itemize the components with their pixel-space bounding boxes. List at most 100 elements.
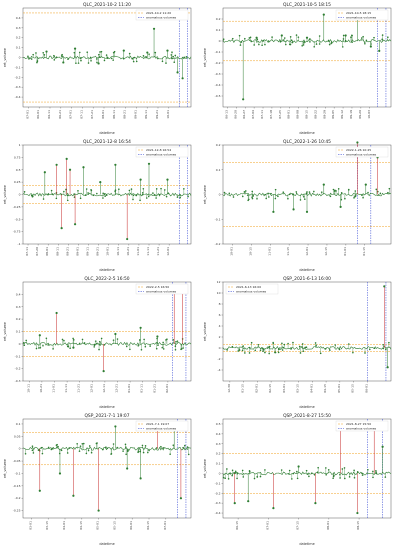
point xyxy=(86,51,89,54)
point xyxy=(261,44,263,47)
point xyxy=(183,56,185,59)
point xyxy=(103,59,106,62)
x-tick-label: 11-11 xyxy=(146,247,150,256)
point xyxy=(387,36,389,38)
point xyxy=(182,446,184,449)
chart-panel-8: QSP_2021-8-27 15:50 -0.4 -0.3 -0.2 -0.1 0 0.1 0… xyxy=(201,412,399,548)
point xyxy=(43,53,46,56)
point xyxy=(302,44,305,46)
point xyxy=(187,453,190,456)
point xyxy=(88,445,91,447)
point xyxy=(290,39,293,42)
point xyxy=(277,195,279,198)
point xyxy=(96,343,98,345)
x-tick-label: 08-08 xyxy=(296,110,300,119)
y-tick-label: -0.05 xyxy=(13,459,21,463)
point xyxy=(73,193,75,195)
point xyxy=(250,40,253,43)
point xyxy=(318,43,321,45)
point xyxy=(60,449,63,452)
point xyxy=(385,348,387,351)
point xyxy=(98,348,100,351)
x-tick-label: 08-11 xyxy=(112,110,116,119)
x-tick-label: 11-21 xyxy=(156,247,160,256)
point xyxy=(144,345,147,348)
x-tick-label: 01-01 xyxy=(127,384,131,393)
point xyxy=(301,346,303,348)
plot-area xyxy=(222,7,392,108)
x-tick-label: 10-11 xyxy=(116,247,120,256)
point xyxy=(93,343,96,346)
legend-label: 2022-2-5 16:50 xyxy=(146,285,169,289)
point xyxy=(367,468,369,471)
chart-svg-8: QSP_2021-8-27 15:50 -0.4 -0.3 -0.2 -0.1 0 0.1 0… xyxy=(203,413,392,546)
point xyxy=(149,345,151,347)
chart-svg-3: QLC_2021-12-8 16:54 -1 -0.75 -0.5 -0.25 0 0.25… xyxy=(3,139,192,272)
point xyxy=(132,60,135,63)
y-tick-label: -0.1 xyxy=(215,217,221,221)
x-tick-label: 11-01 xyxy=(136,247,140,256)
point xyxy=(223,191,226,194)
point xyxy=(241,195,244,198)
point xyxy=(66,452,69,454)
point xyxy=(362,35,364,38)
chart-svg-5: QLC_2022-2-5 16:50 -0.3 -0.2 -0.1 0 0.1 0.2 0.3… xyxy=(3,276,192,409)
point xyxy=(63,190,65,193)
x-tick-label: 09-12 xyxy=(340,110,344,119)
point xyxy=(165,62,167,64)
point xyxy=(55,56,58,58)
spike-point xyxy=(45,50,48,53)
y-axis-label: ret_volume xyxy=(3,48,7,67)
point xyxy=(61,338,64,341)
legend-label: anomalous volumes xyxy=(346,427,377,431)
point xyxy=(145,56,147,59)
x-tick-label: 10-21 xyxy=(126,247,130,256)
point xyxy=(243,191,246,193)
point xyxy=(277,351,280,354)
point xyxy=(309,38,311,40)
point xyxy=(372,476,374,479)
point xyxy=(347,343,350,345)
plot-area xyxy=(222,418,392,519)
spike-point xyxy=(322,183,325,186)
x-tick-label: 02-01 xyxy=(165,384,169,393)
spike-point xyxy=(114,332,117,336)
spike-point xyxy=(156,335,159,338)
plot-area xyxy=(222,281,392,382)
spike-point xyxy=(60,227,63,230)
point xyxy=(256,38,259,41)
point xyxy=(324,347,327,350)
x-tick-label: 02-15 xyxy=(268,384,272,393)
point xyxy=(99,51,101,53)
point xyxy=(45,337,48,340)
point xyxy=(291,41,294,44)
x-tick-label: 06-01 xyxy=(364,384,368,393)
point xyxy=(147,195,150,198)
x-tick-label: 07-01 xyxy=(163,521,167,530)
point xyxy=(338,348,341,351)
point xyxy=(167,192,170,195)
point xyxy=(373,347,376,350)
point xyxy=(162,341,164,344)
point xyxy=(296,470,298,473)
y-tick-label: 0 xyxy=(19,447,21,451)
point xyxy=(353,197,355,199)
spike-point xyxy=(369,45,372,48)
point xyxy=(147,451,149,454)
x-axis-label: datetime xyxy=(99,131,114,135)
point xyxy=(187,195,189,198)
point xyxy=(296,477,299,480)
spike-point xyxy=(126,237,129,241)
point xyxy=(299,199,302,201)
y-axis-label: ret_volume xyxy=(203,185,207,204)
chart-svg-7: QSP_2021-7-1 19:07 -0.25 -0.2 -0.15 -0.1 -0.0… xyxy=(3,413,192,546)
point xyxy=(31,445,34,447)
point xyxy=(100,337,103,340)
point xyxy=(361,472,363,475)
point xyxy=(118,188,120,191)
legend-label: 2021-6-13 16:00 xyxy=(236,285,261,289)
point xyxy=(290,347,293,349)
point xyxy=(105,194,108,196)
point xyxy=(367,191,369,194)
